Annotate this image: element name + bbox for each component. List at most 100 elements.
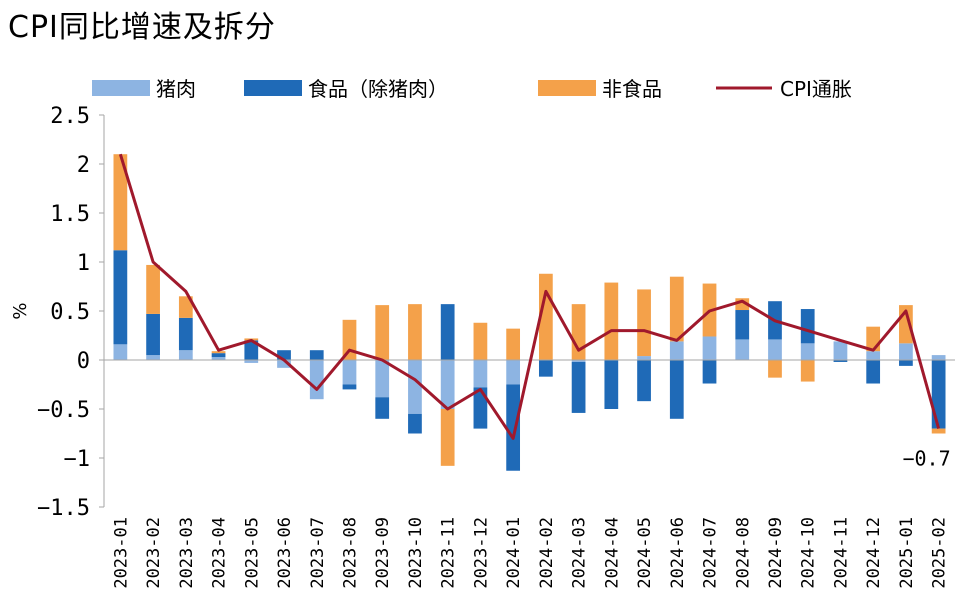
y-tick-label: −0.5 [37,398,90,423]
bar-segment [440,409,455,466]
bar-segment [669,341,684,360]
bar-segment [178,296,193,318]
y-axis: 2.5 2 1.5 1 0.5 0 −0.5 −1 −1.5% [10,104,105,521]
x-tick-label: 2025-01 [897,517,917,589]
bar-segment [408,304,422,360]
bar-segment [244,360,259,363]
bar-segment [768,360,782,378]
x-tick-label: 2024-09 [766,517,786,589]
x-tick-label: 2024-10 [799,517,819,589]
bar-segment [309,360,324,400]
bar-segment [833,360,848,362]
bar-segment [440,360,455,409]
cpi-line-layer [118,153,941,440]
bar-segment [375,397,390,419]
bar-segment [342,360,357,385]
bar-segment [604,360,619,409]
x-tick-label: 2023-06 [275,517,295,589]
bar-segment [277,360,291,368]
bar-segment [473,322,488,360]
bar-segment [637,360,651,402]
bar-segment [211,357,226,360]
bar-segment [800,309,815,344]
bar-segment [277,350,291,360]
y-tick-label: −1.5 [37,496,90,521]
bar-segment [506,384,521,471]
bar-segment [506,328,521,360]
bar-segment [735,310,750,340]
bar-segment [637,356,651,360]
cpi-series-line [118,153,941,440]
y-tick-label: 0 [77,349,90,374]
bar-segment [637,289,651,357]
x-tick-label: 2024-04 [602,517,622,589]
bar-segment [473,387,488,429]
bar-segment [244,340,259,360]
x-tick-label: 2024-02 [537,517,557,589]
bar-segment [866,360,881,384]
legend-swatch [538,80,596,96]
x-tick-label: 2025-02 [930,517,950,589]
bar-segment [342,384,357,390]
bar-segment [440,304,455,360]
x-tick-label: 2023-03 [177,517,197,589]
bar-segment [833,341,848,360]
bar-segment [669,276,684,342]
bars [113,154,946,471]
bar-segment [571,361,586,413]
bar-segment [211,351,226,354]
x-tick-label: 2023-12 [471,517,491,589]
bar-segment [702,360,717,384]
bar-segment [506,360,521,385]
annotations: −0.7 [902,447,950,471]
x-axis: 2023-01 2023-02 2023-03 2023-04 2023-05 2023-… [104,359,955,589]
legend-label: 猪肉 [156,77,196,101]
x-tick-label: 2024-11 [831,517,851,589]
bar-segment [408,413,422,434]
x-tick-label: 2023-04 [210,517,230,589]
x-tick-label: 2023-09 [373,517,393,589]
bar-segment [375,305,390,360]
legend-swatch [92,80,150,96]
bar-segment [800,343,815,360]
bar-segment [538,360,553,377]
bar-segment [146,313,160,356]
chart-title: CPI同比增速及拆分 [8,10,276,45]
bar-segment [931,355,946,360]
bar-segment [604,282,619,360]
bar-segment [931,360,946,429]
y-tick-label: 1 [77,251,90,276]
legend: 猪肉 食品（除猪肉） 非食品 CPI通胀 [92,77,852,101]
y-tick-label: 2.5 [50,104,90,129]
bar-segment [702,336,717,360]
bar-segment [768,339,782,360]
y-tick-label: −1 [64,447,91,472]
bar-segment [800,360,815,382]
x-tick-label: 2023-05 [242,517,262,589]
bar-segment [178,317,193,351]
legend-label: 非食品 [602,77,662,101]
bar-segment [735,339,750,360]
x-tick-label: 2023-10 [406,517,426,589]
bar-segment [899,343,913,360]
bar-segment [211,353,226,358]
bar-segment [571,360,586,362]
x-tick-label: 2024-03 [570,517,590,589]
x-tick-label: 2024-06 [668,517,688,589]
x-tick-label: 2024-08 [733,517,753,589]
y-tick-label: 0.5 [50,300,90,325]
y-tick-label: 1.5 [50,202,90,227]
bar-segment [408,360,422,414]
bar-segment [375,360,390,398]
bar-segment [931,428,946,434]
bar-segment [113,154,128,251]
bar-segment [146,355,160,360]
bar-segment [309,350,324,360]
bar-segment [899,360,913,366]
legend-swatch [244,80,302,96]
y-tick-label: 2 [77,153,90,178]
x-tick-label: 2024-12 [864,517,884,589]
bar-segment [146,264,160,314]
bar-segment [866,351,881,360]
x-tick-label: 2023-01 [111,517,131,589]
